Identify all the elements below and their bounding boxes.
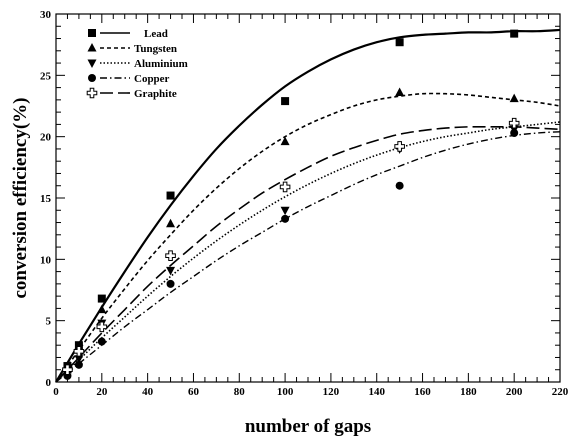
legend-marker-lead: [88, 29, 96, 37]
legend-label-graphite: Graphite: [134, 88, 177, 100]
data-point-tungsten: [395, 87, 405, 97]
fit-curve-lead: [55, 28, 561, 383]
legend-label-lead: Lead: [144, 28, 168, 40]
legend-label-copper: Copper: [134, 73, 170, 85]
data-point-lead: [166, 191, 175, 200]
legend-label-aluminium: Aluminium: [134, 58, 188, 70]
fit-curve-graphite: [55, 125, 561, 383]
x-tick-label: 140: [368, 386, 385, 398]
legend-marker-aluminium: [87, 59, 97, 68]
data-point-graphite: [96, 321, 108, 333]
plot-frame: [55, 13, 561, 383]
data-point-copper: [97, 337, 106, 346]
x-tick-label: 200: [506, 386, 523, 398]
fit-curve-aluminium: [55, 121, 561, 383]
x-tick-label: 40: [142, 386, 154, 398]
x-tick-label: 220: [552, 386, 569, 398]
data-point-graphite: [394, 141, 405, 152]
x-tick-label: 120: [323, 386, 340, 398]
data-point-copper: [395, 181, 404, 190]
y-tick-label: 5: [46, 316, 52, 328]
data-point-tungsten: [97, 304, 107, 314]
y-tick-label: 0: [46, 377, 52, 389]
y-tick-label: 10: [40, 254, 52, 266]
data-point-copper: [74, 360, 83, 369]
data-point-graphite: [165, 250, 176, 261]
legend-marker-tungsten: [87, 43, 97, 52]
fit-curve-copper: [55, 131, 561, 383]
y-tick-label: 25: [40, 70, 52, 82]
data-point-lead: [97, 294, 106, 303]
x-axis-title: number of gaps: [245, 416, 371, 437]
x-tick-label: 20: [96, 386, 108, 398]
data-point-graphite: [279, 181, 291, 193]
axis-ticks: 0 20 40 60 80 100 120 140 160 180 200 220 0 5 10 15 20 25…: [40, 9, 569, 398]
y-axis-title: conversion efficiency(%): [10, 97, 31, 298]
legend: Lead Tungsten Aluminium Copper Graphite: [86, 28, 188, 100]
legend-marker-copper: [88, 74, 96, 82]
legend-label-tungsten: Tungsten: [134, 43, 177, 55]
x-tick-label: 80: [234, 386, 246, 398]
data-point-graphite: [73, 346, 85, 357]
legend-marker-graphite: [86, 87, 98, 99]
data-points: [62, 29, 520, 380]
data-point-graphite: [62, 364, 73, 376]
x-tick-label: 100: [277, 386, 294, 398]
fit-curve-tungsten: [55, 92, 561, 383]
y-tick-label: 20: [40, 132, 52, 144]
data-point-copper: [166, 279, 175, 288]
x-tick-label: 180: [460, 386, 477, 398]
data-point-tungsten: [509, 93, 519, 103]
data-point-tungsten: [166, 218, 176, 228]
x-tick-label: 60: [188, 386, 200, 398]
y-tick-label: 15: [40, 193, 52, 205]
data-point-lead: [281, 97, 290, 106]
data-point-aluminium: [166, 266, 176, 276]
data-point-copper: [510, 128, 519, 137]
data-point-copper: [281, 214, 290, 223]
data-point-aluminium: [74, 355, 84, 364]
data-point-lead: [510, 29, 519, 38]
data-point-graphite: [508, 117, 520, 129]
x-tick-label: 160: [414, 386, 431, 398]
data-point-tungsten: [280, 136, 290, 146]
fit-curves: [55, 28, 561, 383]
data-point-lead: [395, 38, 404, 47]
y-tick-label: 30: [40, 9, 52, 21]
x-tick-label: 0: [53, 386, 59, 398]
data-point-aluminium: [280, 206, 290, 216]
